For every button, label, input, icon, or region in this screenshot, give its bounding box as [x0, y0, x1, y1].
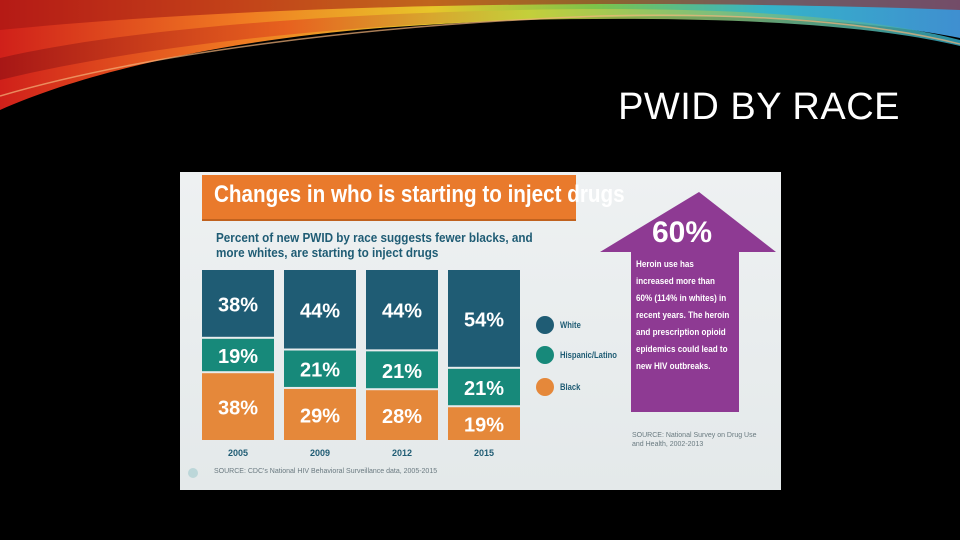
data-label: 21% — [382, 361, 422, 383]
data-label: 38% — [218, 294, 258, 316]
callout-text: Heroin use has increased more than 60% (… — [636, 259, 730, 372]
bar-segment — [448, 368, 520, 406]
legend-label-white: White — [560, 320, 581, 330]
callout-source: SOURCE: National Survey on Drug Use and … — [632, 432, 757, 448]
data-label: 29% — [300, 405, 340, 427]
bar-segment — [202, 338, 274, 372]
category-label: 2005 — [228, 448, 248, 458]
bar-segment — [366, 390, 438, 440]
bar-segment — [448, 407, 520, 440]
bar-segment — [366, 270, 438, 350]
legend-label-black: Black — [560, 382, 581, 392]
callout-percent: 60% — [652, 216, 713, 249]
headline-banner: Changes in who is starting to inject dru… — [202, 175, 625, 219]
stacked-bar-chart: 38% 19% 38% 2005 44% 21% 29% 2009 44% 21% 28% 2012 5… — [202, 270, 520, 458]
legend-label-hispanic: Hispanic/Latino — [560, 350, 617, 360]
bar-segment — [202, 270, 274, 337]
data-label: 28% — [382, 406, 422, 428]
data-label: 19% — [464, 415, 504, 437]
data-label: 38% — [218, 398, 258, 420]
bar-segment — [448, 270, 520, 367]
legend-swatch-black — [536, 378, 554, 396]
decorative-swoosh — [0, 0, 960, 110]
bar-segment — [284, 270, 356, 349]
category-label: 2009 — [310, 448, 330, 458]
infographic: Changes in who is starting to inject dru… — [180, 172, 781, 490]
slide-title: PWID BY RACE — [618, 86, 900, 128]
data-label: 54% — [464, 309, 504, 331]
chart-subtitle: Percent of new PWID by race suggests few… — [216, 230, 533, 260]
legend-swatch-hispanic — [536, 346, 554, 364]
category-label: 2015 — [474, 448, 494, 458]
callout-arrow — [600, 192, 776, 412]
data-label: 21% — [300, 360, 340, 382]
logo-mark — [188, 468, 198, 478]
bar-segment — [284, 350, 356, 387]
data-label: 44% — [300, 300, 340, 322]
bar-segment — [202, 373, 274, 440]
bar-segment — [366, 351, 438, 389]
bar-segment — [284, 388, 356, 440]
data-label: 44% — [382, 301, 422, 323]
headline: Changes in who is starting to inject dru… — [214, 181, 625, 208]
chart-source: SOURCE: CDC's National HIV Behavioral Su… — [214, 468, 438, 475]
legend-swatch-white — [536, 316, 554, 334]
data-label: 21% — [464, 378, 504, 400]
category-label: 2012 — [392, 448, 412, 458]
data-label: 19% — [218, 346, 258, 368]
